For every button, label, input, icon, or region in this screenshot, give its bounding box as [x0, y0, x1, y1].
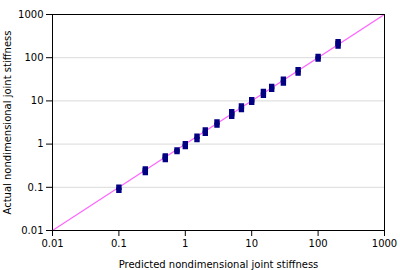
svg-text:100: 100	[309, 238, 328, 249]
svg-text:10: 10	[31, 95, 44, 106]
svg-text:0.1: 0.1	[28, 182, 44, 193]
svg-text:0.1: 0.1	[111, 238, 127, 249]
svg-text:1: 1	[182, 238, 188, 249]
svg-text:10: 10	[245, 238, 258, 249]
svg-text:1: 1	[37, 138, 43, 149]
svg-text:Predicted nondimensional joint: Predicted nondimensional joint stiffness	[119, 259, 319, 270]
svg-text:Actual nondimensional joint st: Actual nondimensional joint stiffness	[2, 30, 13, 214]
svg-text:100: 100	[24, 52, 43, 63]
svg-text:1000: 1000	[372, 238, 397, 249]
svg-text:1000: 1000	[18, 9, 43, 20]
svg-text:0.01: 0.01	[41, 238, 63, 249]
svg-text:0.01: 0.01	[21, 225, 43, 236]
